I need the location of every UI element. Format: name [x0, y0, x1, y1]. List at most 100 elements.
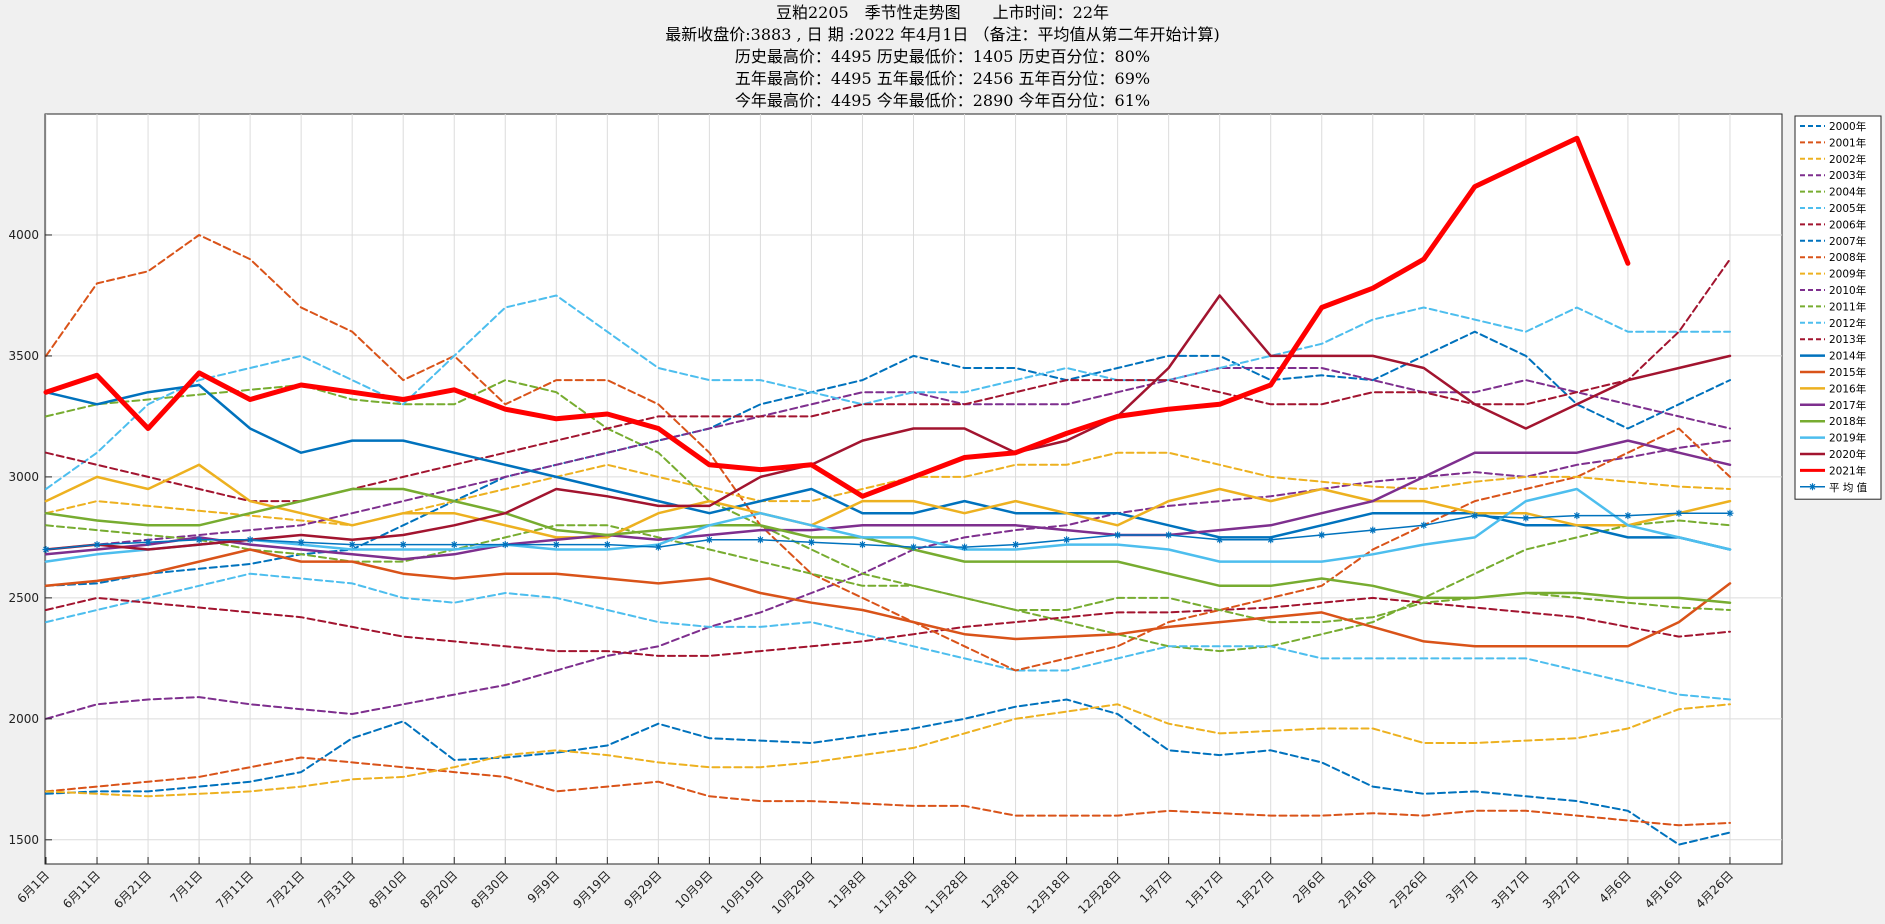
series-line [45, 512, 1731, 551]
chart-title-block: 豆粕2205 季节性走势图 上市时间：22年 最新收盘价:3883 , 日 期 … [0, 2, 1885, 112]
series-line [44, 487, 1732, 563]
x-tick-label: 6月11日 [60, 868, 103, 911]
latest-close-line: 最新收盘价:3883 , 日 期 :2022 年4月1日 （备注：平均值从第二年… [665, 25, 1220, 44]
series-line [44, 439, 1732, 561]
legend-label: 2011年 [1829, 300, 1866, 313]
data-point-marker [858, 541, 866, 549]
legend-label: 2020年 [1829, 448, 1866, 461]
legend-label: 2017年 [1829, 399, 1866, 412]
series-2000年 [45, 698, 1731, 846]
x-tick-label: 6月21日 [111, 868, 154, 911]
x-tick-label: 10月29日 [769, 868, 817, 916]
series-2008年 [45, 234, 1731, 672]
x-tick-label: 7月21日 [264, 868, 307, 911]
data-point-marker [348, 541, 356, 549]
data-point-marker [910, 543, 917, 551]
x-tick-label: 9月19日 [570, 868, 613, 911]
x-tick-label: 11月18日 [871, 868, 919, 916]
x-tick-label: 2月26日 [1387, 868, 1430, 911]
x-tick-label: 8月30日 [468, 868, 511, 911]
legend-label: 2003年 [1829, 169, 1866, 182]
x-tick-label: 3月7日 [1443, 868, 1481, 906]
legend-label: 2019年 [1829, 432, 1866, 445]
series-2017年 [44, 439, 1732, 561]
x-tick-label: 2月16日 [1336, 868, 1379, 911]
series-line [45, 698, 1731, 846]
x-tick-label: 11月28日 [922, 868, 970, 916]
data-point-marker [450, 541, 458, 549]
y-tick-label: 2000 [8, 712, 39, 726]
data-point-marker [1471, 512, 1479, 520]
data-point-marker [195, 536, 203, 544]
series-2021年 [43, 135, 1631, 499]
data-point-marker [1165, 531, 1173, 539]
legend-label: 2014年 [1829, 350, 1866, 363]
x-tick-label: 3月17日 [1489, 868, 1532, 911]
series-line [44, 487, 1732, 604]
data-point-marker [399, 541, 407, 549]
x-tick-label: 7月31日 [315, 868, 358, 911]
series-平 均 值 [42, 509, 1734, 553]
legend: 2000年 2001年 2002年 2003年 2004年 2005年 2006年 2007年… [1794, 115, 1882, 500]
legend-label: 平 均 值 [1829, 481, 1868, 494]
data-point-marker [1675, 509, 1683, 517]
data-point-marker [654, 543, 662, 551]
series-2015年 [44, 548, 1732, 648]
series-line [45, 703, 1731, 798]
data-point-marker [961, 543, 969, 551]
series-2019年 [44, 487, 1732, 563]
data-point-marker [1420, 521, 1428, 529]
x-tick-label: 7月11日 [213, 868, 256, 911]
series-line [43, 135, 1631, 499]
x-tick-label: 12月8日 [979, 868, 1022, 911]
y-axis: 1500 2000 2500 3000 3500 4000 [8, 228, 52, 847]
data-point-marker [42, 545, 50, 553]
y-tick-label: 3500 [8, 349, 39, 363]
x-tick-label: 8月20日 [417, 868, 460, 911]
series-group [42, 135, 1734, 846]
legend-label: 2002年 [1829, 153, 1866, 166]
data-point-marker [705, 536, 713, 544]
data-point-marker [1318, 531, 1326, 539]
series-line [45, 294, 1731, 490]
x-tick-label: 1月7日 [1137, 868, 1175, 906]
data-point-marker [1216, 536, 1224, 544]
data-point-marker [246, 536, 254, 544]
legend-label: 2006年 [1829, 218, 1866, 231]
series-2009年 [45, 451, 1731, 527]
x-tick-label: 1月17日 [1183, 868, 1226, 911]
data-point-marker [552, 541, 560, 549]
data-point-marker [1726, 509, 1734, 517]
data-point-marker [1369, 526, 1377, 534]
x-tick-label: 6月1日 [14, 868, 52, 906]
legend-label: 2004年 [1829, 186, 1866, 199]
series-2020年 [44, 294, 1732, 551]
series-2018年 [44, 487, 1732, 604]
data-point-marker [297, 538, 305, 546]
series-line [44, 463, 1732, 539]
x-axis: 6月1日 6月11日 6月21日 7月1日 7月11日 7月21日 7月31日 8月10日 8月… [14, 857, 1736, 917]
x-tick-label: 3月27日 [1540, 868, 1583, 911]
legend-label: 2009年 [1829, 268, 1866, 281]
series-2006年 [45, 596, 1731, 657]
legend-label: 2007年 [1829, 235, 1866, 248]
series-2011年 [45, 524, 1731, 624]
chart-title: 豆粕2205 季节性走势图 上市时间：22年 [775, 3, 1110, 22]
data-point-marker [603, 541, 611, 549]
series-line [45, 756, 1731, 827]
data-point-marker [1114, 531, 1122, 539]
y-tick-label: 3000 [8, 470, 39, 484]
x-tick-label: 11月8日 [826, 868, 869, 911]
x-tick-label: 10月19日 [718, 868, 766, 916]
data-point-marker [1063, 536, 1071, 544]
legend-label: 2012年 [1829, 317, 1866, 330]
five-year-stats-line: 五年最高价：4495 五年最低价：2456 五年百分位：69% [734, 69, 1151, 88]
series-2001年 [45, 756, 1731, 827]
series-2016年 [44, 463, 1732, 539]
legend-label: 2010年 [1829, 284, 1866, 297]
series-line [44, 548, 1732, 648]
series-2002年 [45, 703, 1731, 798]
legend-label: 2001年 [1829, 136, 1866, 149]
legend-label: 2016年 [1829, 382, 1866, 395]
this-year-stats-line: 今年最高价：4495 今年最低价：2890 今年百分位：61% [734, 91, 1151, 110]
